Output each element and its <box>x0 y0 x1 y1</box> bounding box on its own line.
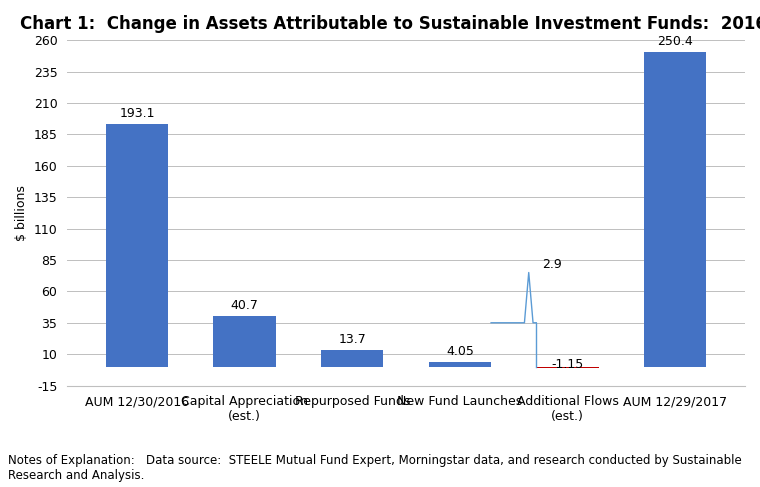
Bar <box>214 316 276 367</box>
Text: 193.1: 193.1 <box>119 108 155 120</box>
Bar <box>429 362 491 367</box>
Text: 2.9: 2.9 <box>542 258 562 271</box>
Bar <box>321 350 384 367</box>
Text: -1.15: -1.15 <box>551 357 584 371</box>
Text: 4.05: 4.05 <box>446 345 473 358</box>
Text: Chart 1:  Change in Assets Attributable to Sustainable Investment Funds:  2016 -: Chart 1: Change in Assets Attributable t… <box>20 15 760 33</box>
Text: 13.7: 13.7 <box>338 333 366 346</box>
Bar <box>644 52 706 367</box>
Text: Notes of Explanation:   Data source:  STEELE Mutual Fund Expert, Morningstar dat: Notes of Explanation: Data source: STEEL… <box>8 454 741 482</box>
Text: 250.4: 250.4 <box>657 36 693 48</box>
Text: 40.7: 40.7 <box>231 299 258 312</box>
Bar <box>106 124 168 367</box>
Bar <box>537 367 599 368</box>
Y-axis label: $ billions: $ billions <box>15 185 28 241</box>
